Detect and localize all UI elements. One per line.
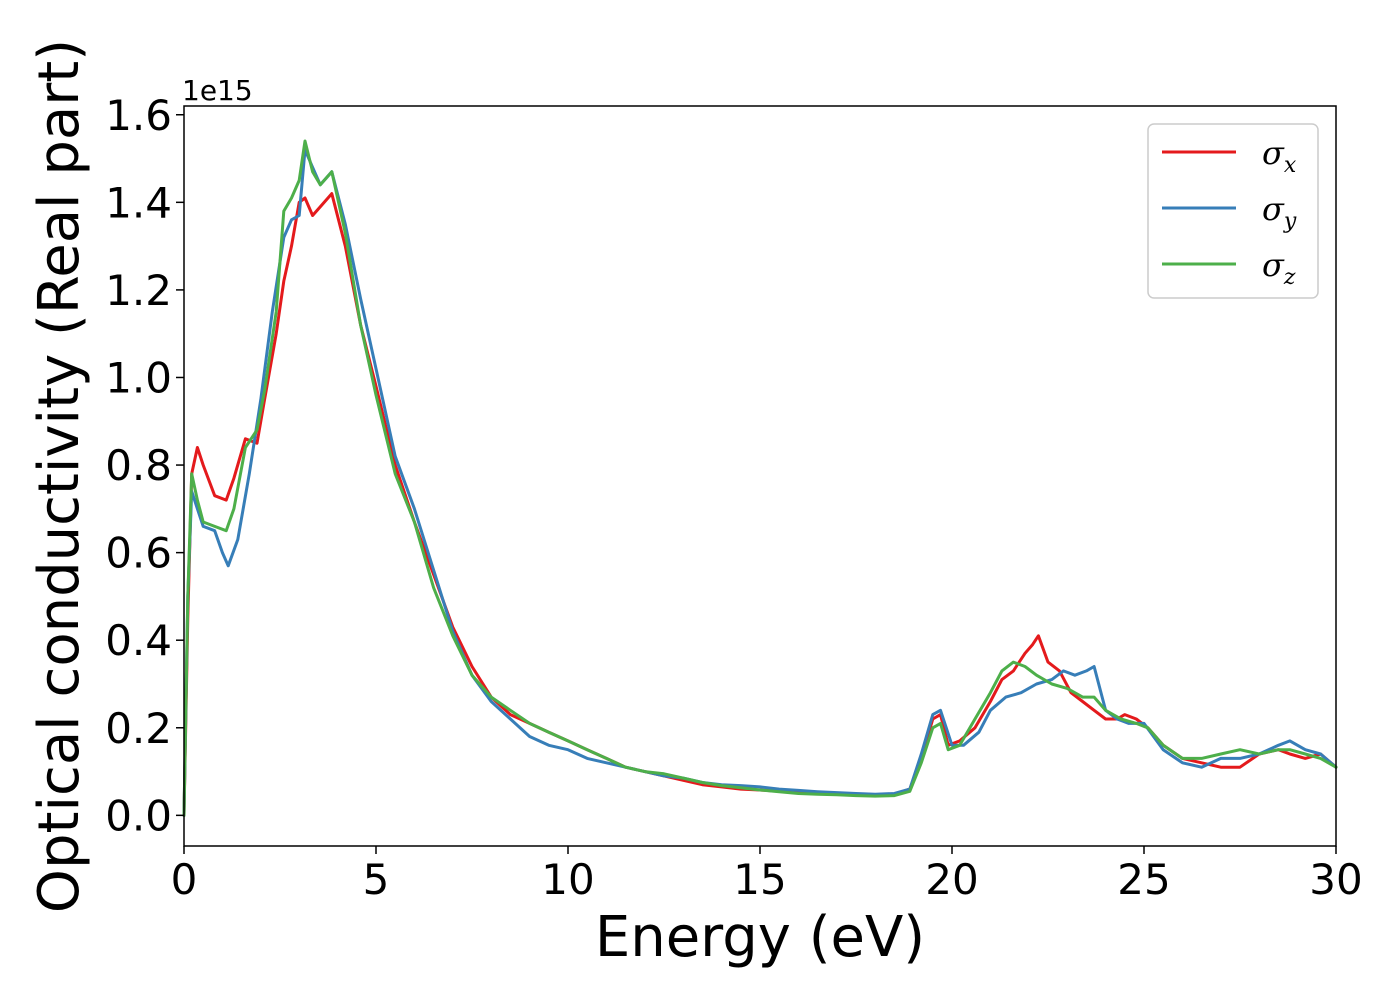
y-axis-title: Optical conductivity (Real part) <box>27 39 92 913</box>
legend-label-z: σz <box>1262 246 1296 290</box>
x-axis: 0 5 10 15 20 25 30 <box>171 846 1363 904</box>
series-layer <box>182 139 1338 817</box>
legend: σx σy σz <box>1147 123 1319 299</box>
y-tick-label: 0.8 <box>105 441 172 490</box>
x-tick-label: 25 <box>1117 855 1170 904</box>
legend-label-x: σx <box>1262 134 1297 178</box>
y-tick-label: 0.2 <box>105 704 172 753</box>
series-line-z <box>182 139 1338 817</box>
y-tick-label: 0.4 <box>105 616 172 665</box>
x-axis-title: Energy (eV) <box>595 905 925 970</box>
x-tick-label: 10 <box>541 855 594 904</box>
x-tick-label: 30 <box>1309 855 1362 904</box>
x-tick-label: 15 <box>733 855 786 904</box>
y-axis: 0.0 0.2 0.4 0.6 0.8 1.0 1.2 1.4 1.6 <box>105 91 184 840</box>
legend-label-y: σy <box>1262 190 1297 234</box>
y-tick-label: 0.0 <box>105 791 172 840</box>
legend-box <box>1147 123 1319 299</box>
x-tick-label: 5 <box>363 855 390 904</box>
x-tick-label: 20 <box>925 855 978 904</box>
x-tick-label: 0 <box>171 855 198 904</box>
y-tick-label: 1.6 <box>105 91 172 140</box>
y-tick-label: 0.6 <box>105 529 172 578</box>
y-tick-label: 1.4 <box>105 178 172 227</box>
series-line-y <box>182 148 1338 817</box>
y-offset-label: 1e15 <box>182 74 253 107</box>
y-tick-label: 1.2 <box>105 266 172 315</box>
y-tick-label: 1.0 <box>105 353 172 402</box>
